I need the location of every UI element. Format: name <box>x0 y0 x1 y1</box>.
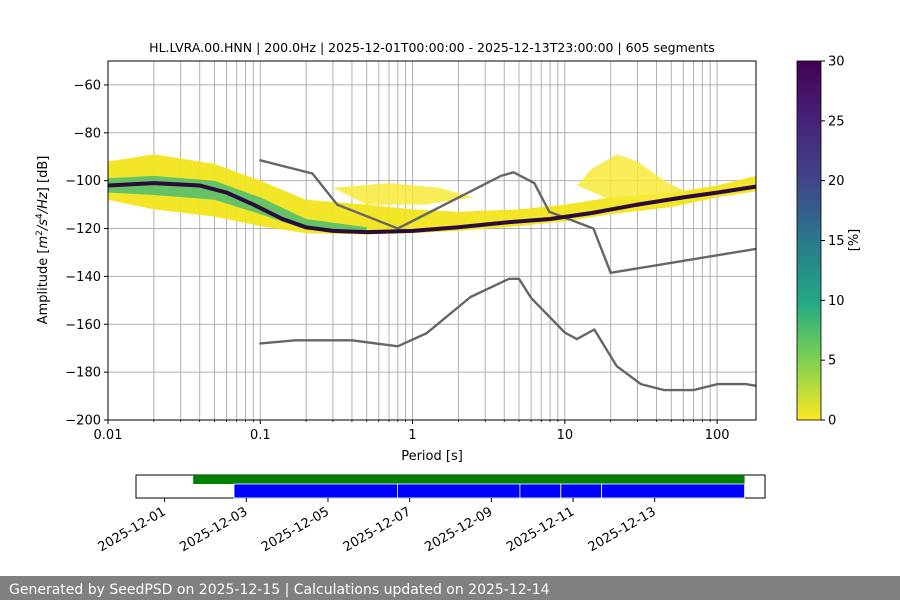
date-tick-label: 2025-12-03 <box>177 504 250 555</box>
y-label-part: s <box>36 219 51 226</box>
colorbar-tick-label: 15 <box>828 234 845 249</box>
grid-layer <box>108 61 756 420</box>
x-tick-label: 10 <box>557 428 574 443</box>
x-axis-label: Period [s] <box>401 449 463 464</box>
y-label-part: m <box>36 236 51 249</box>
footer-text: Generated by SeedPSD on 2025-12-15 | Cal… <box>9 582 550 598</box>
y-tick-label: −160 <box>65 318 101 333</box>
psd-heatmap <box>108 154 756 235</box>
colorbar-ticks: 0 5 10 15 20 25 30 <box>821 55 845 429</box>
date-tick-label: 2025-12-01 <box>96 504 169 555</box>
y-label-part: 2 <box>35 230 45 236</box>
colorbar-gradient <box>796 60 822 421</box>
availability-blue-segment <box>519 483 562 499</box>
y-tick-label: −80 <box>74 126 101 141</box>
x-tick-label: 0.1 <box>250 428 271 443</box>
availability-blue-segment <box>233 483 398 499</box>
y-tick-label: −120 <box>65 222 101 237</box>
x-tick-label: 0.01 <box>94 428 123 443</box>
y-label-part: / <box>36 207 51 214</box>
noise-model-high-line <box>259 159 756 274</box>
psd-mode-line <box>108 181 756 235</box>
colorbar-tick-label: 5 <box>828 354 836 369</box>
y-axis-label: Amplitude [m2/s4/Hz] [dB] <box>35 156 51 325</box>
colorbar-tick-label: 10 <box>828 294 845 309</box>
y-tick-label: −60 <box>74 78 101 93</box>
y-tick-label: −200 <box>65 414 101 429</box>
availability-bars <box>193 475 745 499</box>
y-tick-label: −100 <box>65 174 101 189</box>
y-tick-label: −180 <box>65 366 101 381</box>
y-label-part: ] [dB] <box>36 156 51 193</box>
date-tick-label: 2025-12-09 <box>422 504 495 555</box>
footer-bar: Generated by SeedPSD on 2025-12-15 | Cal… <box>0 576 900 600</box>
colorbar: 0 5 10 15 20 25 30 [%] <box>796 55 862 429</box>
psd-figure: HL.LVRA.00.HNN | 200.0Hz | 2025-12-01T00… <box>35 40 862 555</box>
date-tick-label: 2025-12-11 <box>504 504 577 555</box>
heatmap-core <box>108 175 367 233</box>
availability-timeline: 2025-12-01 2025-12-03 2025-12-05 2025-12-07… <box>96 474 766 555</box>
y-label-part: 4 <box>35 213 45 219</box>
y-axis: −60 −80 −100 −120 −140 −160 −180 −200 <box>65 78 108 429</box>
noise-model-low-line <box>259 277 756 392</box>
chart-title: HL.LVRA.00.HNN | 200.0Hz | 2025-12-01T00… <box>149 40 715 55</box>
x-axis: 0.01 0.1 1 10 100 <box>94 420 730 443</box>
heatmap-blob <box>332 183 474 205</box>
noise-model-lines <box>108 159 756 392</box>
date-tick-label: 2025-12-05 <box>259 504 332 555</box>
plot-area <box>108 61 756 420</box>
availability-date-ticks: 2025-12-01 2025-12-03 2025-12-05 2025-12-07… <box>96 498 659 555</box>
availability-blue-segment <box>560 483 603 499</box>
colorbar-tick-label: 30 <box>828 55 845 70</box>
y-tick-label: −140 <box>65 270 101 285</box>
colorbar-tick-label: 20 <box>828 174 845 189</box>
availability-blue-segment <box>397 483 521 499</box>
heatmap-blob <box>576 154 684 200</box>
x-tick-label: 100 <box>705 428 730 443</box>
y-label-part: / <box>36 224 51 231</box>
availability-green-bar <box>193 475 745 484</box>
availability-blue-segment <box>601 483 745 499</box>
plot-frame <box>107 60 757 421</box>
date-tick-label: 2025-12-13 <box>586 504 659 555</box>
y-label-part: Hz <box>36 191 51 209</box>
date-tick-label: 2025-12-07 <box>341 504 414 555</box>
y-label-part: Amplitude [ <box>36 249 51 325</box>
x-tick-label: 1 <box>408 428 416 443</box>
colorbar-tick-label: 0 <box>828 414 836 429</box>
colorbar-label: [%] <box>847 229 862 252</box>
colorbar-tick-label: 25 <box>828 114 845 129</box>
